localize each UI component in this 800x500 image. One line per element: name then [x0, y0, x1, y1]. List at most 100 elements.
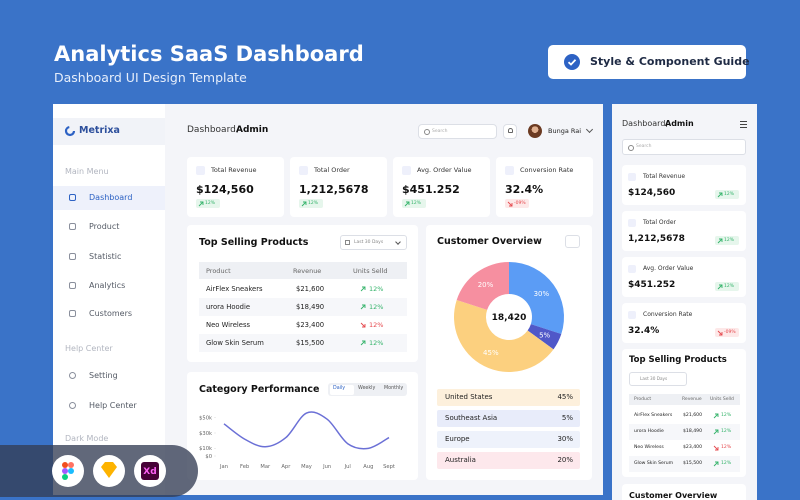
product-revenue: $23,400	[683, 445, 702, 450]
stat-value: $124,560	[196, 183, 254, 196]
stat-icon	[628, 173, 636, 181]
stat-badge	[402, 199, 426, 208]
x-tick-label: Apr	[281, 464, 291, 470]
product-units: 12%	[369, 339, 384, 347]
x-tick-label: Jan	[219, 464, 228, 470]
region-share: 45%	[557, 393, 573, 401]
nav-label: Setting	[89, 371, 118, 380]
title: Analytics SaaS Dashboard	[54, 42, 364, 66]
nav-icon	[69, 253, 76, 260]
arrow-path	[713, 413, 719, 419]
arrow-path	[360, 286, 366, 292]
product-units: 12%	[369, 285, 384, 293]
segment-label: 5%	[539, 332, 550, 340]
product-revenue: $15,500	[296, 339, 325, 347]
region-name: Australia	[445, 456, 476, 464]
stat-label: Conversion Rate	[643, 311, 693, 318]
region-name: Southeast Asia	[445, 414, 498, 422]
period-dropdown[interactable]	[629, 372, 687, 386]
search-box[interactable]	[418, 124, 497, 139]
arrow-path	[717, 284, 723, 289]
region-share: 20%	[557, 456, 573, 464]
line-chart: $0 $10k $30k $50k Jan Feb Mar Apr May Jun Jul Aug Se…	[199, 411, 395, 470]
trend-arrow	[713, 461, 719, 467]
card-title: Customer Overview	[629, 491, 718, 500]
product-units: 12%	[369, 321, 384, 329]
menu-button[interactable]	[565, 235, 580, 248]
nav-item[interactable]	[53, 186, 165, 210]
column-header: Units Selld	[710, 396, 734, 402]
arrow-path	[198, 201, 204, 206]
card-title: Category Performance	[199, 384, 320, 395]
product-units: 12%	[721, 429, 732, 434]
trend-arrow	[360, 340, 366, 346]
trend-arrow	[360, 286, 366, 292]
page-heading: Dashboard,	[187, 125, 239, 135]
stat-value: 1,212,5678	[299, 183, 369, 196]
mobile-search[interactable]	[622, 139, 746, 155]
product-revenue: $21,600	[683, 413, 702, 418]
period-dropdown[interactable]	[340, 235, 407, 250]
menu-section-label: Dark Mode	[65, 434, 109, 443]
stat-badge	[299, 199, 323, 208]
column-header: Product	[634, 396, 652, 402]
stat-change: -09%	[514, 200, 526, 206]
x-tick-label: Mar	[260, 464, 271, 470]
segment-label: 30%	[534, 290, 550, 298]
trend-arrow	[713, 445, 719, 451]
region-share: 30%	[557, 435, 573, 443]
dropdown-label: Last 30 Days	[640, 376, 668, 381]
stat-label: Total Order	[314, 166, 350, 174]
product-name: Glow Skin Serum	[206, 339, 264, 347]
stat-value: $451.252	[628, 280, 676, 290]
figma-shape	[62, 474, 68, 480]
stat-label: Avg. Order Value	[643, 265, 694, 272]
stat-label: Total Revenue	[211, 166, 257, 174]
tab-label: Weekly	[358, 386, 376, 391]
product-revenue: $18,490	[296, 303, 325, 311]
guide-button[interactable]: Style & Component Guide	[548, 45, 750, 79]
search-placeholder: Search	[636, 144, 652, 149]
mobile-heading-role: Admin	[665, 119, 694, 128]
trend-arrow	[507, 201, 513, 206]
brand-name: Metrixa	[79, 125, 120, 136]
region-share: 5%	[561, 414, 573, 422]
arrow-path	[717, 192, 723, 197]
stat-badge	[715, 236, 739, 245]
product-revenue: $23,400	[296, 321, 325, 329]
x-tick-label: Jul	[344, 464, 351, 470]
stat-label: Avg. Order Value	[417, 166, 472, 174]
region-name: Europe	[445, 435, 470, 443]
bell-icon	[507, 128, 513, 133]
stat-change: 12%	[724, 283, 735, 289]
donut-segment	[456, 262, 509, 310]
arrow-path	[713, 461, 719, 467]
product-units: 12%	[721, 413, 732, 418]
stat-change: 12%	[308, 200, 319, 206]
stat-badge	[196, 199, 220, 208]
stat-icon	[628, 265, 636, 273]
table-header	[199, 262, 407, 279]
search-placeholder: Search	[432, 128, 448, 134]
stat-icon	[402, 166, 411, 175]
trend-arrow	[713, 429, 719, 435]
mobile-stat-card	[622, 257, 746, 297]
period-tab[interactable]	[330, 384, 354, 395]
arrow-path	[360, 340, 366, 346]
stat-change: -09%	[724, 329, 736, 335]
trend-arrow	[713, 413, 719, 419]
arrow-path	[507, 201, 513, 206]
card-title: Top Selling Products	[629, 355, 727, 365]
donut-chart: 30% 5% 45% 20% 18,420	[454, 262, 564, 372]
stat-badge	[505, 199, 529, 208]
product-units: 12%	[721, 445, 732, 450]
nav-label: Dashboard	[89, 193, 133, 202]
performance-line	[223, 411, 390, 450]
sketch-shape	[101, 462, 117, 478]
region-row	[437, 389, 580, 406]
stat-icon	[299, 166, 308, 175]
product-name: Glow Skin Serum	[634, 461, 674, 466]
product-revenue: $15,500	[683, 461, 702, 466]
mobile-stat-card	[622, 303, 746, 343]
menu-section-label: Help Center	[65, 344, 113, 353]
